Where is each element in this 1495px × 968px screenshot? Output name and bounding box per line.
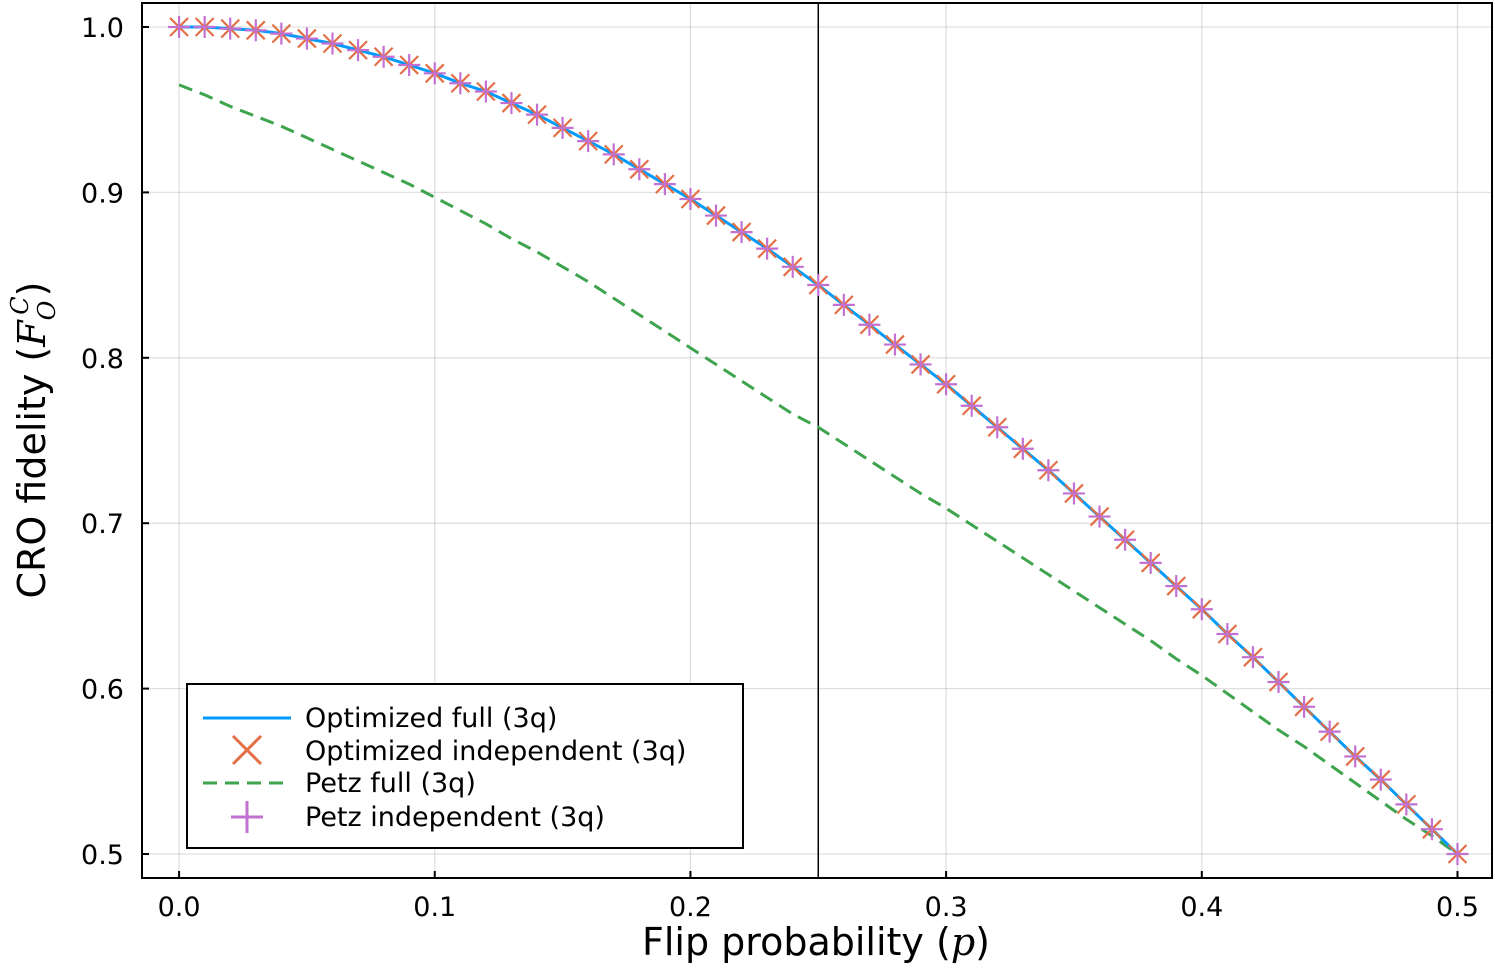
data-point [219,17,242,40]
data-point [1344,745,1367,768]
data-point [398,54,421,77]
y-tick-label: 1.0 [81,13,124,44]
x-tick-label: 0.3 [925,892,968,923]
data-point [577,130,600,153]
data-point [832,293,855,316]
data-point [526,103,549,126]
x-tick-label: 0.2 [669,892,712,923]
series-layer [168,15,1469,866]
data-point [1241,646,1264,669]
data-point [628,158,651,181]
data-point [1446,843,1469,866]
data-point [756,237,779,260]
data-point [1267,670,1290,693]
legend-label-optimized-full: Optimized full (3q) [305,703,557,734]
y-tick-label: 0.8 [81,344,124,375]
legend-label-petz-independent: Petz independent (3q) [305,802,605,833]
legend-label-petz-full: Petz full (3q) [305,768,476,799]
data-point [653,173,676,196]
data-point [858,313,881,336]
legend: Optimized full (3q) Optimized independen… [186,683,744,849]
x-tick-label: 0.5 [1436,892,1479,923]
data-point [423,62,446,85]
data-point [168,15,191,38]
data-point [1369,768,1392,791]
data-point [1318,720,1341,743]
data-point [986,416,1009,439]
data-point [679,188,702,211]
data-point [1293,695,1316,718]
data-point [935,373,958,396]
data-point [1190,598,1213,621]
data-point [602,143,625,166]
y-tick-label: 0.5 [81,840,124,871]
x-tick-label: 0.1 [413,892,456,923]
data-point [781,255,804,278]
data-point [551,116,574,139]
data-point [1395,793,1418,816]
data-point [474,80,497,103]
data-point [1062,482,1085,505]
data-point [1088,505,1111,528]
data-point [321,32,344,55]
data-point [1037,459,1060,482]
data-point [807,274,830,297]
data-point [500,92,523,115]
data-point [372,45,395,68]
data-point [730,221,753,244]
legend-label-optimized-independent: Optimized independent (3q) [305,736,686,767]
x-tick-label: 0.4 [1180,892,1223,923]
series-petz-full-3q [178,83,1459,856]
data-point [1011,437,1034,460]
data-point [909,353,932,376]
data-point [1420,818,1443,841]
data-point [1165,575,1188,598]
data-point [960,394,983,417]
x-tick-label: 0.0 [158,892,201,923]
y-tick-label: 0.7 [81,509,124,540]
data-point [1139,551,1162,574]
legend-box [186,683,744,849]
data-point [270,22,293,45]
data-point [295,27,318,50]
legend-swatch-petz-independent [231,801,263,833]
y-axis-label: CRO fidelity (FOC) [6,281,61,598]
y-tick-label: 0.6 [81,675,124,706]
data-point [449,72,472,95]
y-tick-label: 0.9 [81,178,124,209]
data-point [1216,623,1239,646]
series-line [178,83,1459,856]
x-axis-label: Flip probability (p) [642,920,990,964]
data-point [193,15,216,38]
data-point [244,19,267,42]
data-point [883,333,906,356]
tick-layer: 0.0 0.1 0.2 0.3 0.4 0.5 0.5 0.6 0.7 0.8 0.9 1.0 [81,13,1479,923]
plot-frame [141,2,1493,879]
data-point [705,204,728,227]
data-point [1114,528,1137,551]
legend-swatch-optimized-independent [231,734,263,766]
series-petz-independent-3q [168,15,1469,866]
data-point [347,39,370,62]
